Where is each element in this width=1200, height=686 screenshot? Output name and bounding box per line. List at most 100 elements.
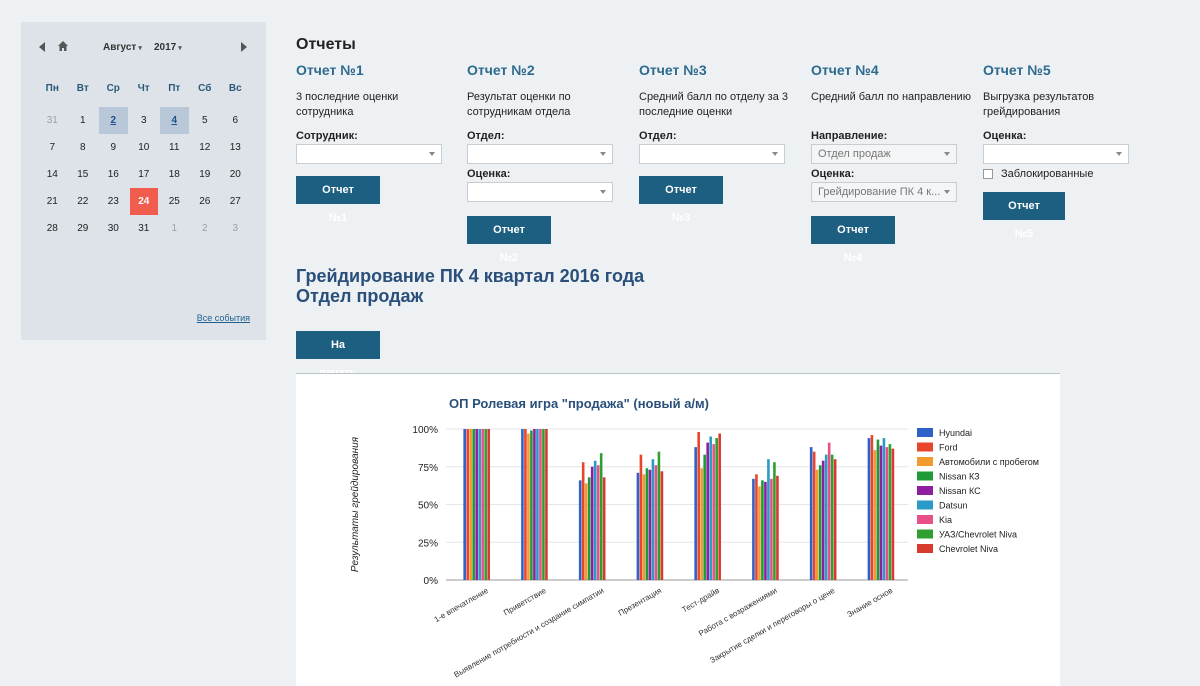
calendar-day[interactable]: 31 (138, 223, 150, 234)
calendar-day[interactable]: 3 (140, 115, 147, 126)
assessment-select[interactable] (983, 144, 1129, 164)
chart-bar (827, 442, 831, 580)
report-5-button[interactable]: Отчет №5 (983, 192, 1065, 240)
month-select[interactable]: Август ▾ (103, 42, 142, 53)
next-month-icon[interactable] (241, 42, 247, 52)
chevron-down-icon (600, 190, 606, 194)
assessment-select[interactable] (467, 182, 613, 202)
calendar-day-today[interactable]: 24 (129, 188, 158, 215)
chart-bar (712, 444, 715, 580)
calendar-day[interactable]: 16 (107, 169, 119, 180)
print-button[interactable]: На печать (296, 331, 380, 379)
calendar-day[interactable]: 17 (138, 169, 150, 180)
all-events-link[interactable]: Все события (196, 313, 250, 323)
assessment-value: Грейдирование ПК 4 к... (818, 186, 941, 198)
calendar-day[interactable]: 14 (46, 169, 58, 180)
calendar-day[interactable]: 20 (229, 169, 241, 180)
chart-bar (833, 459, 837, 580)
report-3-button[interactable]: Отчет №3 (639, 176, 723, 224)
calendar-day[interactable]: 26 (199, 196, 211, 207)
legend-label: Hyundai (939, 428, 972, 438)
chart-bar (752, 478, 755, 580)
chart-bar (867, 438, 871, 580)
calendar-day[interactable]: 8 (79, 142, 86, 153)
weekday-header: Вт (76, 83, 89, 94)
calendar-day[interactable]: 18 (168, 169, 180, 180)
calendar-day[interactable]: 5 (201, 115, 208, 126)
department-select[interactable] (639, 144, 785, 164)
calendar-day[interactable]: 25 (168, 196, 180, 207)
calendar-day[interactable]: 29 (77, 223, 89, 234)
calendar-day-event[interactable]: 4 (160, 107, 189, 134)
chart-bar (533, 429, 536, 580)
chart-bar (475, 429, 478, 580)
chart-title: ОП Ролевая игра "продажа" (новый а/м) (449, 396, 709, 411)
calendar-day[interactable]: 22 (77, 196, 89, 207)
year-select[interactable]: 2017 ▾ (154, 42, 182, 53)
chart-bar (758, 486, 761, 580)
chevron-down-icon (772, 152, 778, 156)
calendar-day[interactable]: 9 (110, 142, 117, 153)
calendar-day[interactable]: 10 (138, 142, 150, 153)
chart-bar (764, 481, 767, 580)
month-label: Август (103, 42, 137, 53)
chart-bar (545, 429, 548, 580)
calendar-day[interactable]: 15 (77, 169, 89, 180)
calendar-day[interactable]: 31 (46, 115, 58, 126)
calendar-day[interactable]: 12 (199, 142, 211, 153)
weekday-header: Вс (228, 83, 242, 94)
calendar-day[interactable]: 7 (49, 142, 56, 153)
calendar-day[interactable]: 13 (229, 142, 241, 153)
chart-bar (888, 444, 892, 580)
report-3-title: Отчет №3 (639, 62, 707, 78)
chart-bar (593, 460, 597, 580)
report-2-button[interactable]: Отчет №2 (467, 216, 551, 264)
employee-select[interactable] (296, 144, 442, 164)
calendar-day[interactable]: 11 (169, 142, 180, 153)
chart-bar (596, 465, 600, 580)
grading-title-line1: Грейдирование ПК 4 квартал 2016 года (296, 266, 645, 286)
chart-bar (873, 450, 877, 580)
report-1-button[interactable]: Отчет №1 (296, 176, 380, 224)
chart-bar (521, 429, 524, 580)
calendar-day-event[interactable]: 2 (99, 107, 128, 134)
calendar-day[interactable]: 1 (171, 223, 178, 234)
assessment-select[interactable]: Грейдирование ПК 4 к... (811, 182, 957, 202)
chart-bar (527, 433, 530, 580)
calendar-day[interactable]: 21 (46, 196, 58, 207)
assessment-label: Оценка: (467, 168, 511, 180)
calendar-day[interactable]: 2 (201, 223, 208, 234)
report-4-button[interactable]: Отчет №4 (811, 216, 895, 264)
chart-bar (484, 429, 487, 580)
calendar-day[interactable]: 27 (229, 196, 241, 207)
calendar-day[interactable]: 28 (46, 223, 58, 234)
chart-bar (463, 429, 466, 580)
calendar-day[interactable]: 6 (232, 115, 239, 126)
prev-month-icon[interactable] (39, 42, 45, 52)
legend-swatch (917, 471, 933, 481)
weekday-header: Ср (106, 83, 120, 94)
chart-bar (645, 468, 649, 580)
chart-bar (466, 429, 469, 580)
home-icon[interactable] (57, 40, 69, 52)
calendar-day[interactable]: 3 (232, 223, 239, 234)
weekday-header: Пт (168, 83, 181, 94)
blocked-checkbox[interactable] (983, 169, 993, 179)
calendar-day[interactable]: 19 (199, 169, 211, 180)
direction-select[interactable]: Отдел продаж (811, 144, 957, 164)
chart-bar (590, 466, 594, 580)
calendar-header: Август ▾ 2017 ▾ (21, 40, 266, 58)
chart-bar (761, 480, 764, 580)
chart-bar (815, 469, 819, 580)
chart-bar (599, 453, 603, 580)
grading-chart: ОП Ролевая игра "продажа" (новый а/м) Рез… (350, 396, 1039, 679)
chart-bar (660, 471, 664, 580)
calendar-day[interactable]: 1 (79, 115, 86, 126)
legend-label: Nissan КС (939, 486, 981, 496)
calendar-day[interactable]: 30 (107, 223, 119, 234)
department-select[interactable] (467, 144, 613, 164)
report-5-title: Отчет №5 (983, 62, 1051, 78)
calendar-day[interactable]: 23 (107, 196, 119, 207)
chart-bar (885, 447, 889, 580)
chart-bar (709, 436, 712, 580)
